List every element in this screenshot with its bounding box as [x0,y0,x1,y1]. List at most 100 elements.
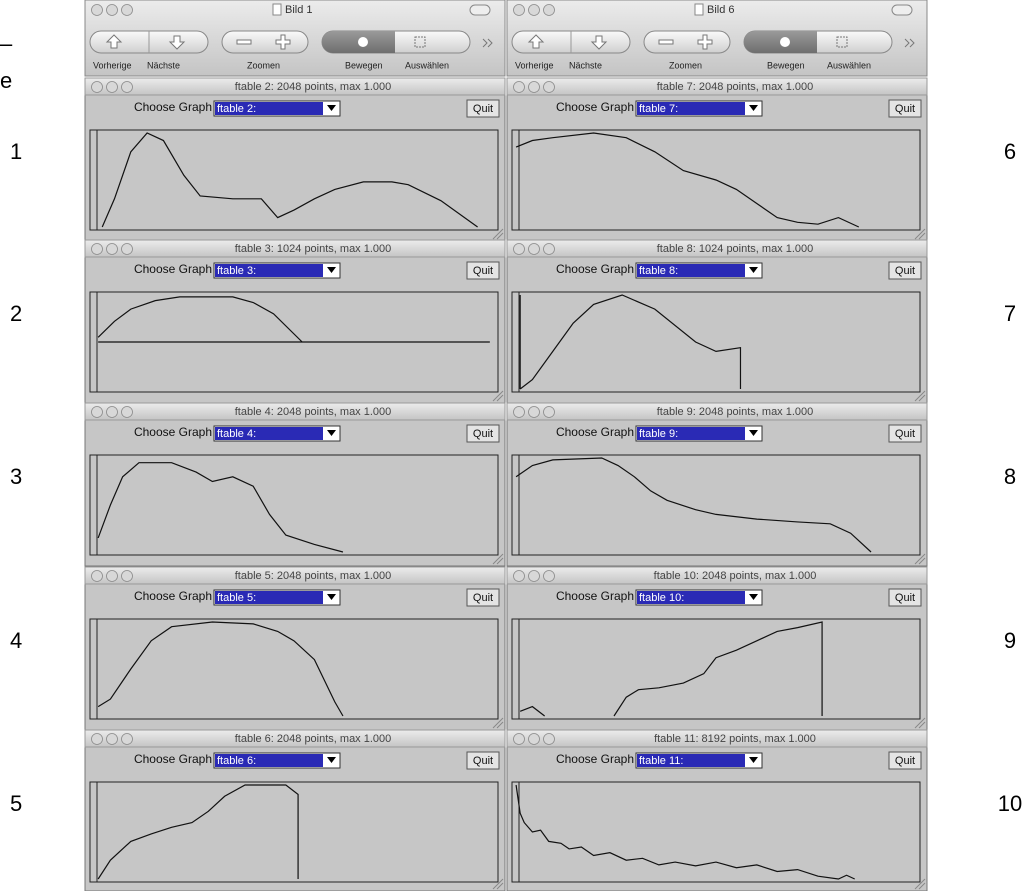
window-button[interactable] [107,571,118,582]
window-button[interactable] [122,407,133,418]
quit-label: Quit [895,265,915,277]
screenshot: – e 12345678910Bild 1VorherigeNächsteZoo… [0,0,1032,891]
window-title: ftable 9: 2048 points, max 1.000 [657,406,814,418]
choose-label: Choose Graph [134,262,212,276]
selected-option: ftable 7: [639,103,678,115]
choose-label: Choose Graph [134,589,212,603]
row-number: 6 [1004,139,1016,164]
choose-label: Choose Graph [134,425,212,439]
quit-label: Quit [895,592,915,604]
window-button[interactable] [544,407,555,418]
ftable-window: ftable 6: 2048 points, max 1.000Choose G… [85,730,505,891]
selected-option: ftable 9: [639,428,678,440]
window-button[interactable] [122,82,133,93]
window-button[interactable] [92,82,103,93]
row-number: 5 [10,791,22,816]
window-button[interactable] [107,734,118,745]
selected-option: ftable 5: [217,592,256,604]
window-button[interactable] [92,571,103,582]
zoom-buttons[interactable] [644,31,730,53]
edge-text: – [0,31,13,56]
graph-box [512,292,920,392]
choose-label: Choose Graph [556,100,634,114]
choose-label: Choose Graph [134,752,212,766]
window-button[interactable] [544,244,555,255]
window-button[interactable] [107,407,118,418]
window-title: ftable 7: 2048 points, max 1.000 [657,81,814,93]
toolbar-label: Bewegen [345,60,383,70]
window-title: ftable 2: 2048 points, max 1.000 [235,81,392,93]
edge-text: e [0,68,12,93]
row-number: 9 [1004,628,1016,653]
graph-box [90,619,498,719]
selected-option: ftable 8: [639,265,678,277]
quit-label: Quit [895,755,915,767]
graph-box [90,130,498,230]
viewer-title: Bild 6 [707,4,735,16]
toolbar-toggle[interactable] [892,5,912,15]
window-title: ftable 10: 2048 points, max 1.000 [654,570,817,582]
page: {"edge_text": ["–", "e"], "row_numbers_l… [0,0,1032,891]
ftable-window: ftable 2: 2048 points, max 1.000Choose G… [85,78,505,241]
hand-icon [358,37,368,47]
choose-label: Choose Graph [556,262,634,276]
zoom-buttons[interactable] [222,31,308,53]
window-button[interactable] [514,82,525,93]
selected-option: ftable 4: [217,428,256,440]
window-button[interactable] [544,82,555,93]
row-number: 3 [10,464,22,489]
window-button[interactable] [92,244,103,255]
window-button[interactable] [92,5,103,16]
quit-label: Quit [473,103,493,115]
selected-option: ftable 10: [639,592,684,604]
quit-label: Quit [895,428,915,440]
window-button[interactable] [529,82,540,93]
window-button[interactable] [529,5,540,16]
doc-icon [273,4,281,15]
window-button[interactable] [529,571,540,582]
window-button[interactable] [107,82,118,93]
window-button[interactable] [514,5,525,16]
window-button[interactable] [514,407,525,418]
selected-option: ftable 11: [639,755,683,767]
window-button[interactable] [92,734,103,745]
window-button[interactable] [529,407,540,418]
row-number: 1 [10,139,22,164]
window-button[interactable] [122,571,133,582]
window-title: ftable 4: 2048 points, max 1.000 [235,406,392,418]
choose-label: Choose Graph [556,425,634,439]
zoom-minus-icon [659,40,673,44]
quit-label: Quit [473,428,493,440]
toolbar-label: Nächste [569,60,602,70]
viewer-title: Bild 1 [285,4,313,16]
ftable-window: ftable 8: 1024 points, max 1.000Choose G… [507,240,927,403]
row-number: 8 [1004,464,1016,489]
window-button[interactable] [92,407,103,418]
window-button[interactable] [107,244,118,255]
toolbar-label: Zoomen [669,60,702,70]
window-button[interactable] [544,734,555,745]
window-button[interactable] [544,571,555,582]
ftable-window: ftable 4: 2048 points, max 1.000 Choose G… [85,403,505,566]
quit-label: Quit [473,592,493,604]
window-button[interactable] [122,244,133,255]
window-button[interactable] [529,734,540,745]
window-button[interactable] [514,571,525,582]
window-button[interactable] [107,5,118,16]
viewer-window: Bild 6VorherigeNächsteZoomenBewegenAuswä… [507,0,927,76]
toolbar-label: Auswählen [827,60,871,70]
window-button[interactable] [514,244,525,255]
graph-box [90,455,498,555]
window-button[interactable] [122,5,133,16]
toolbar-label: Nächste [147,60,180,70]
window-button[interactable] [122,734,133,745]
toolbar-label: Zoomen [247,60,280,70]
quit-label: Quit [473,265,493,277]
toolbar-label: Vorherige [515,60,554,70]
window-button[interactable] [544,5,555,16]
window-button[interactable] [514,734,525,745]
ftable-window: ftable 7: 2048 points, max 1.000 Choose G… [507,78,927,241]
window-button[interactable] [529,244,540,255]
toolbar-toggle[interactable] [470,5,490,15]
ftable-window: ftable 11: 8192 points, max 1.000Choose … [507,730,927,891]
